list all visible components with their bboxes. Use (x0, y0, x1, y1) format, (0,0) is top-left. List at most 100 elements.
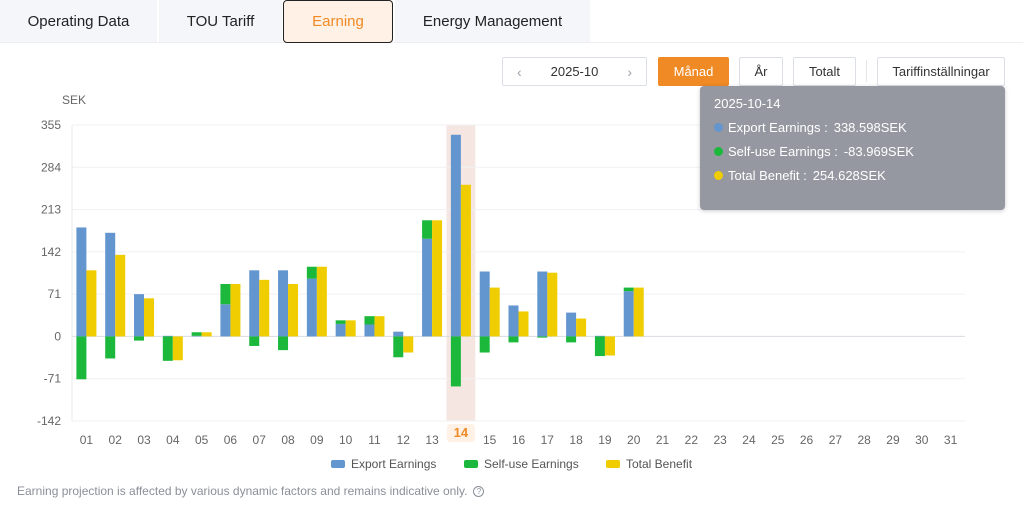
self-use-bar[interactable] (134, 336, 145, 341)
self-use-bar[interactable] (306, 266, 317, 279)
tooltip-value: 338.598SEK (833, 120, 907, 135)
export-bar[interactable] (537, 271, 548, 337)
total-benefit-bar[interactable] (230, 284, 241, 337)
export-bar[interactable] (364, 324, 375, 337)
total-benefit-bar[interactable] (172, 336, 183, 361)
export-bar[interactable] (220, 304, 231, 337)
total-benefit-bar[interactable] (86, 270, 97, 337)
tooltip-value: -83.969SEK (843, 144, 914, 159)
x-tick-label: 03 (137, 433, 151, 447)
total-benefit-bar[interactable] (460, 184, 471, 337)
total-benefit-bar[interactable] (259, 279, 270, 337)
self-use-bar[interactable] (479, 336, 490, 353)
self-use-bar[interactable] (76, 336, 87, 380)
self-use-bar[interactable] (623, 287, 634, 292)
self-use-bar[interactable] (594, 336, 605, 357)
tab-tou-tariff[interactable]: TOU Tariff (159, 0, 282, 42)
export-bar[interactable] (249, 270, 260, 337)
tab-operating-data[interactable]: Operating Data (0, 0, 157, 42)
self-use-bar[interactable] (249, 336, 260, 346)
total-benefit-bar[interactable] (115, 254, 126, 337)
chevron-left-icon[interactable]: ‹ (517, 63, 522, 80)
export-bar[interactable] (134, 294, 145, 337)
tooltip-row-export: Export Earnings : 338.598SEK (714, 120, 991, 135)
self-use-bar[interactable] (220, 284, 231, 305)
total-benefit-bar[interactable] (518, 311, 529, 337)
export-bar[interactable] (335, 323, 346, 337)
x-tick-label: 04 (166, 433, 180, 447)
tab-earning[interactable]: Earning (283, 0, 393, 43)
export-bar[interactable] (105, 232, 116, 337)
self-use-bar[interactable] (422, 220, 433, 239)
legend-export-earnings[interactable]: Export Earnings (331, 457, 436, 471)
total-benefit-bar[interactable] (489, 287, 500, 337)
self-use-bar[interactable] (191, 332, 202, 336)
legend-total-benefit[interactable]: Total Benefit (606, 457, 692, 471)
self-use-bar[interactable] (393, 336, 404, 358)
total-benefit-bar[interactable] (345, 320, 356, 337)
self-use-bar[interactable] (364, 316, 375, 325)
x-tick-label: 20 (627, 433, 641, 447)
total-benefit-bar[interactable] (432, 220, 443, 337)
total-benefit-bar[interactable] (316, 266, 327, 337)
x-tick-label: 14 (454, 425, 469, 440)
self-use-bar[interactable] (105, 336, 116, 359)
self-use-bar[interactable] (162, 336, 173, 361)
export-bar[interactable] (623, 291, 634, 337)
export-bar[interactable] (422, 238, 433, 337)
total-benefit-bar[interactable] (576, 318, 587, 337)
x-tick-label: 11 (368, 433, 381, 447)
x-tick-label: 27 (829, 433, 843, 447)
self-use-bar[interactable] (450, 336, 461, 387)
y-tick-label: 71 (48, 287, 62, 301)
total-benefit-bar[interactable] (633, 287, 644, 337)
self-use-bar[interactable] (508, 336, 519, 343)
x-tick-label: 25 (771, 433, 785, 447)
month-button[interactable]: Månad (658, 57, 729, 86)
total-benefit-bar[interactable] (288, 284, 299, 337)
self-use-bar[interactable] (278, 336, 289, 351)
x-tick-label: 13 (425, 433, 439, 447)
tariff-settings-button[interactable]: Tariffinställningar (877, 57, 1005, 86)
self-use-bar[interactable] (537, 336, 548, 338)
help-icon[interactable]: ? (473, 485, 485, 497)
total-benefit-bar[interactable] (403, 336, 414, 353)
y-tick-label: 355 (41, 118, 61, 132)
x-tick-label: 18 (569, 433, 583, 447)
total-button[interactable]: Totalt (793, 57, 856, 86)
export-bar[interactable] (76, 227, 87, 337)
export-bar[interactable] (278, 270, 289, 337)
total-benefit-bar[interactable] (201, 332, 212, 337)
self-use-bar[interactable] (566, 336, 577, 343)
y-tick-label: -142 (37, 414, 61, 428)
total-benefit-bar[interactable] (547, 272, 558, 337)
export-bar[interactable] (508, 305, 519, 337)
tooltip-row-total: Total Benefit : 254.628SEK (714, 168, 991, 183)
tooltip-label: Self-use Earnings : (728, 144, 838, 159)
export-bar[interactable] (594, 335, 605, 337)
export-bar[interactable] (479, 271, 490, 337)
tab-energy-management[interactable]: Energy Management (395, 0, 590, 42)
export-bar[interactable] (450, 134, 461, 337)
export-bar[interactable] (306, 278, 317, 337)
total-benefit-bar[interactable] (374, 316, 385, 337)
year-button[interactable]: År (739, 57, 783, 86)
y-tick-label: -71 (44, 372, 62, 386)
export-bar[interactable] (566, 312, 577, 337)
tooltip-value: 254.628SEK (812, 168, 886, 183)
legend-self-use-earnings[interactable]: Self-use Earnings (464, 457, 579, 471)
self-use-bar[interactable] (335, 320, 346, 324)
x-tick-highlight (446, 424, 475, 442)
legend-label: Export Earnings (351, 457, 437, 471)
x-tick-label: 23 (713, 433, 727, 447)
tooltip-label: Export Earnings : (728, 120, 828, 135)
export-bar[interactable] (162, 335, 173, 337)
y-tick-label: 213 (41, 203, 61, 217)
export-bar[interactable] (393, 331, 404, 337)
total-benefit-bar[interactable] (144, 298, 155, 337)
chevron-right-icon[interactable]: › (627, 63, 632, 80)
export-bar[interactable] (191, 335, 202, 337)
month-picker[interactable]: ‹ 2025-10 › (502, 57, 647, 86)
total-benefit-bar[interactable] (604, 336, 615, 356)
